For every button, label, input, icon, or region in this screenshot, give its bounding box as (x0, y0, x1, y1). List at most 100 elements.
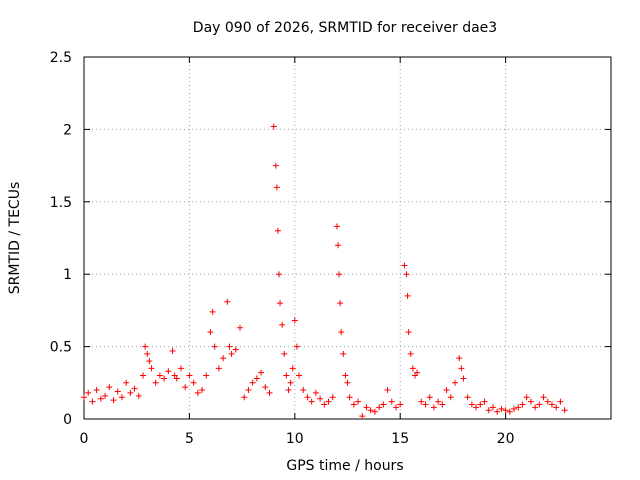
data-point (224, 298, 231, 305)
data-point (266, 389, 273, 396)
data-point (468, 401, 475, 408)
data-point (146, 358, 153, 365)
data-point (123, 379, 130, 386)
data-points (81, 123, 568, 420)
data-point (165, 368, 172, 375)
data-point (291, 317, 298, 324)
data-point (553, 404, 560, 411)
data-point (481, 398, 488, 405)
data-point (515, 404, 522, 411)
data-point (447, 394, 454, 401)
data-point (190, 379, 197, 386)
chart-title: Day 090 of 2026, SRMTID for receiver dae… (193, 20, 497, 36)
data-point (355, 398, 362, 405)
data-point (287, 379, 294, 386)
data-point (110, 397, 117, 404)
data-point (557, 398, 564, 405)
data-point (102, 392, 109, 399)
data-point (131, 385, 138, 392)
data-point (405, 329, 412, 336)
data-point (401, 262, 408, 269)
data-point (367, 407, 374, 414)
data-point (338, 329, 345, 336)
data-point (106, 384, 113, 391)
data-point (97, 395, 104, 402)
data-point (300, 387, 307, 394)
data-point (485, 407, 492, 414)
data-point (289, 365, 296, 372)
data-point (388, 398, 395, 405)
data-point (272, 162, 279, 169)
data-point (561, 407, 568, 414)
data-point (392, 404, 399, 411)
data-point (325, 398, 332, 405)
data-point (173, 375, 180, 382)
data-point (414, 369, 421, 376)
data-point (502, 407, 509, 414)
data-point (114, 388, 121, 395)
x-tick-label: 5 (185, 431, 194, 447)
data-point (118, 394, 125, 401)
data-point (384, 387, 391, 394)
data-point (279, 321, 286, 328)
data-point (340, 350, 347, 357)
data-point (342, 372, 349, 379)
data-point (93, 387, 100, 394)
data-point (376, 404, 383, 411)
data-point (296, 372, 303, 379)
data-point (426, 394, 433, 401)
data-point (494, 408, 501, 415)
x-tick-label: 15 (391, 431, 409, 447)
data-point (344, 379, 351, 386)
data-point (544, 398, 551, 405)
data-point (283, 372, 290, 379)
data-point (403, 271, 410, 278)
data-point (142, 343, 149, 350)
data-point (464, 394, 471, 401)
data-point (519, 401, 526, 408)
data-point (359, 413, 366, 420)
data-point (548, 401, 555, 408)
data-point (498, 405, 505, 412)
data-point (477, 401, 484, 408)
data-point (228, 350, 235, 357)
data-point (85, 389, 92, 396)
grid-lines (84, 57, 611, 419)
data-point (199, 387, 206, 394)
data-point (456, 355, 463, 362)
data-point (337, 300, 344, 307)
data-point (135, 392, 142, 399)
data-point (430, 404, 437, 411)
data-point (409, 365, 416, 372)
data-point (226, 343, 233, 350)
data-point (380, 401, 387, 408)
data-point (511, 405, 518, 412)
data-point (232, 346, 239, 353)
data-point (452, 379, 459, 386)
data-point (527, 398, 534, 405)
data-point (270, 123, 277, 130)
data-point (253, 375, 260, 382)
data-point (443, 387, 450, 394)
data-point (523, 394, 530, 401)
data-point (458, 365, 465, 372)
data-point (489, 404, 496, 411)
data-point (215, 365, 222, 372)
data-point (363, 404, 370, 411)
data-point (317, 395, 324, 402)
data-point (161, 375, 168, 382)
x-tick-label: 20 (497, 431, 515, 447)
data-point (460, 375, 467, 382)
data-point (506, 408, 513, 415)
data-point (285, 387, 292, 394)
y-tick-label: 0.5 (50, 340, 72, 356)
data-point (258, 369, 265, 376)
y-tick-label: 2.5 (50, 50, 72, 66)
data-point (127, 389, 134, 396)
data-point (532, 404, 539, 411)
data-point (249, 379, 256, 386)
data-point (371, 408, 378, 415)
data-point (333, 223, 340, 230)
data-point (169, 347, 176, 354)
data-point (473, 404, 480, 411)
